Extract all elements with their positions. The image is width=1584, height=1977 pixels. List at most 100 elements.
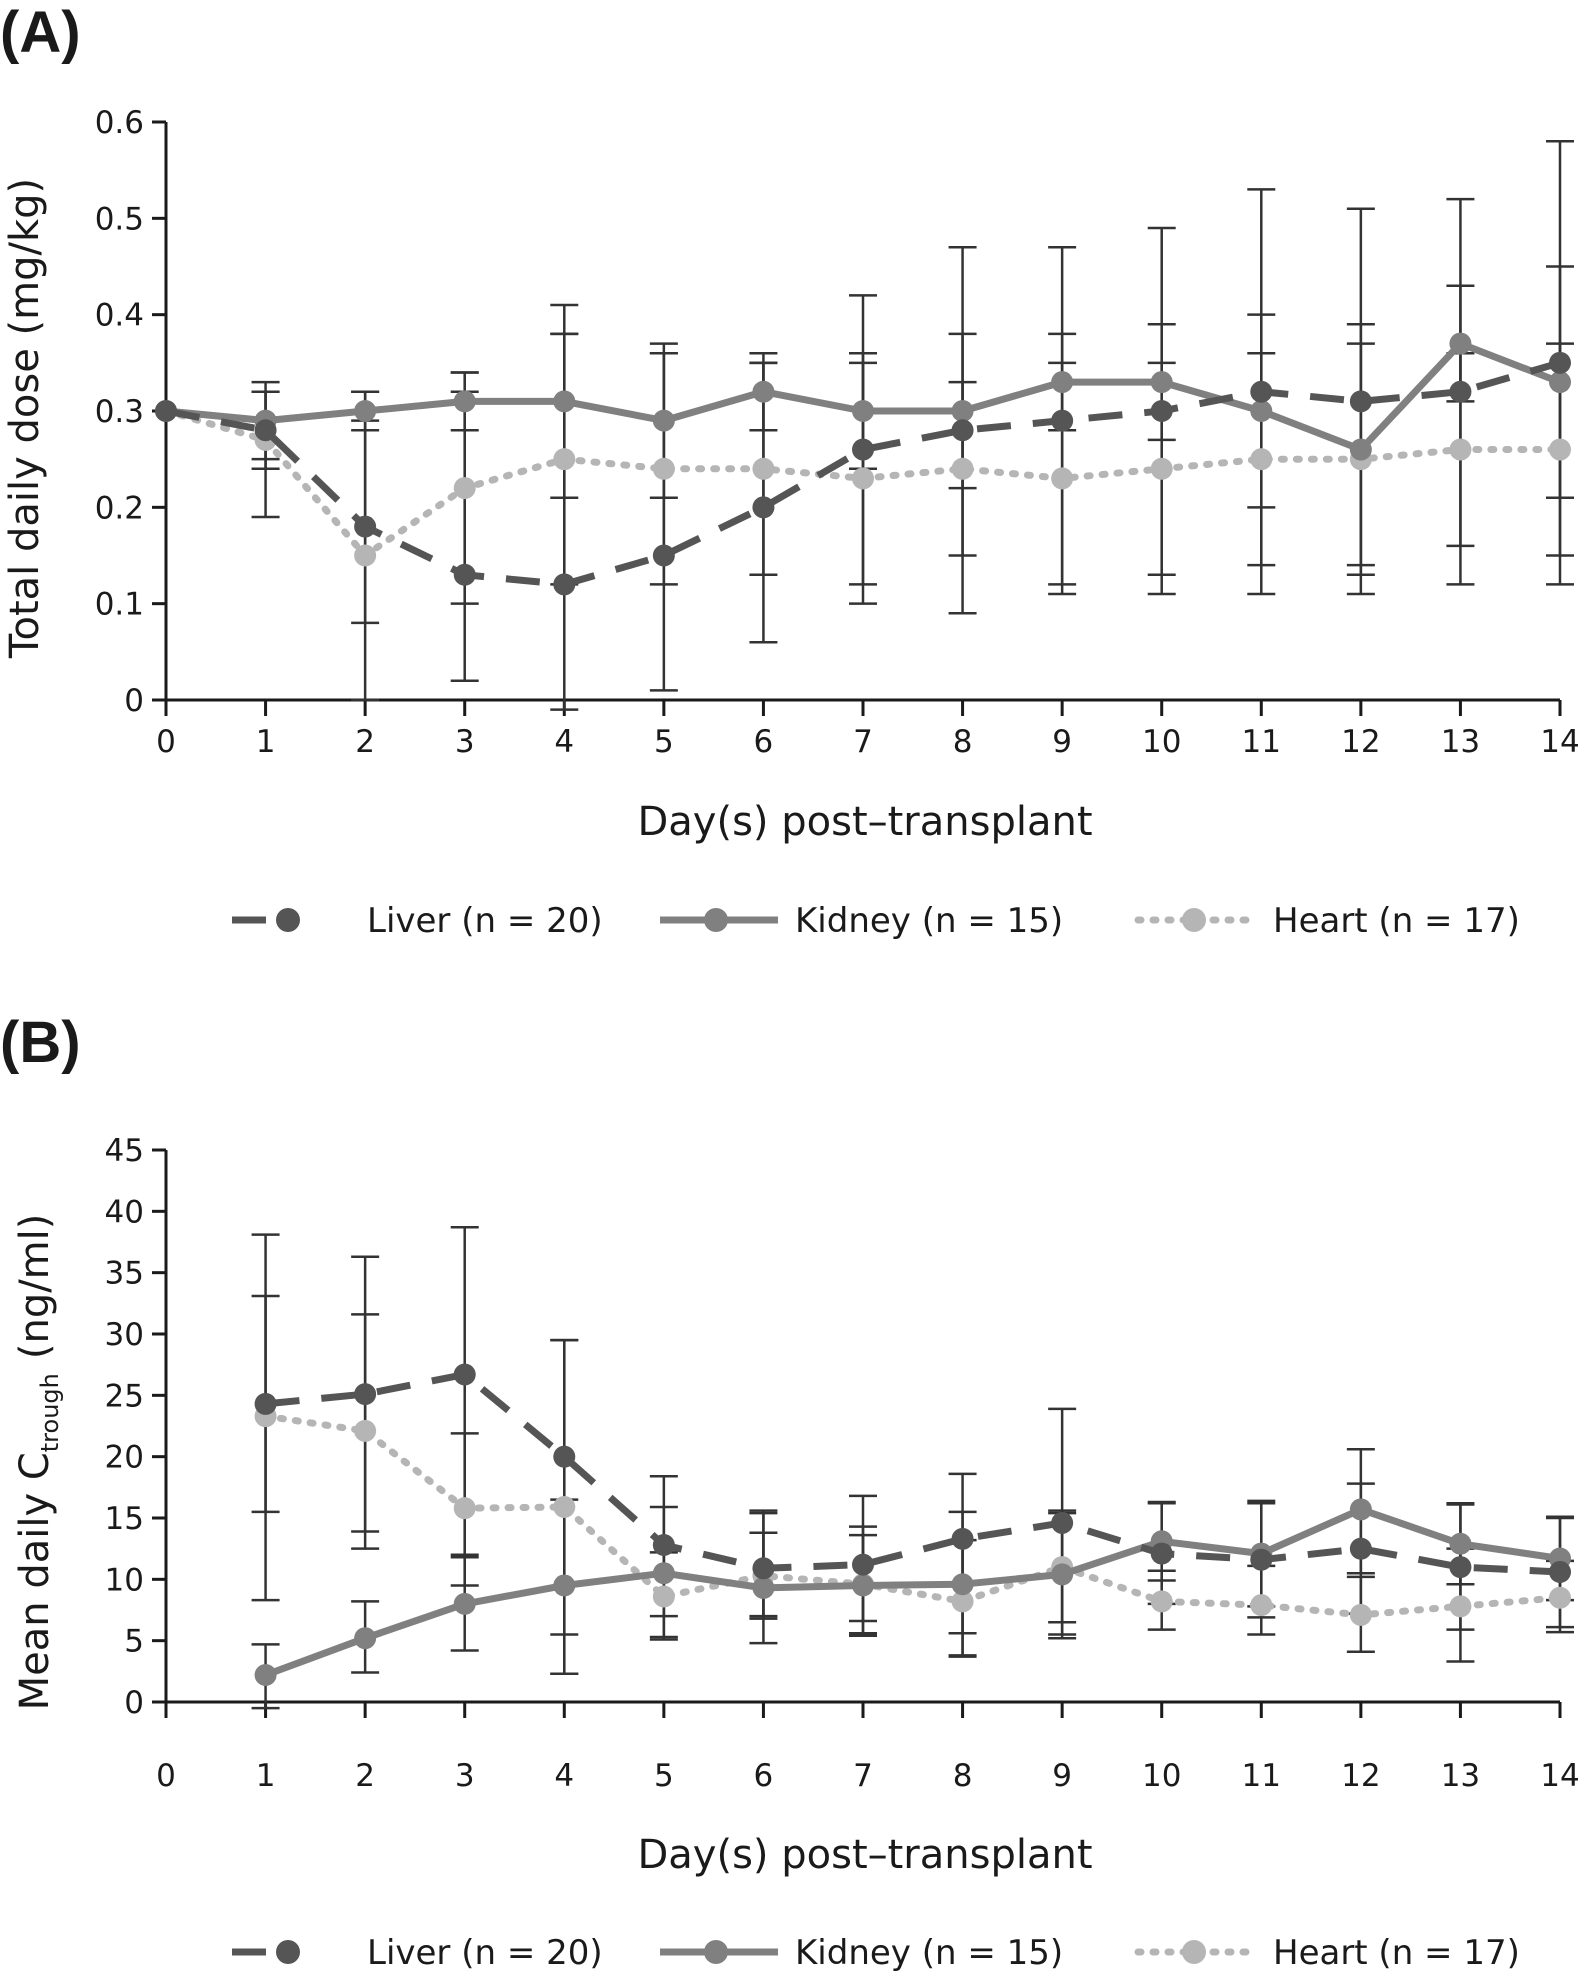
panel-a: (A) Total daily dose (mg/kg) Day(s) post… [0,0,1580,941]
data-point-solid-b [652,1562,675,1585]
data-point-dashed-a [652,544,675,567]
data-point-dotted-b [1250,1594,1273,1617]
x-tick-label-a: 11 [1242,724,1281,760]
data-point-dashed-a [1549,351,1571,374]
data-point-dashed-a [155,400,177,422]
x-axis-title-a: Day(s) post–transplant [637,799,1092,845]
data-point-dotted-b [453,1497,476,1520]
data-point-dotted-a [1051,467,1074,490]
data-point-dashed-a [553,573,576,596]
data-point-dashed-b [1051,1511,1074,1534]
legend-a: Liver (n = 20) Kidney (n = 15) Heart (n = … [232,901,1520,941]
data-point-dotted-a [652,457,675,480]
y-tick-label-a: 0.1 [95,587,144,623]
y-axis-title-a: Total daily dose (mg/kg) [2,178,48,659]
x-tick-label-b: 6 [754,1758,774,1794]
data-point-dashed-a [1250,380,1273,403]
x-tick-label-b: 3 [455,1758,475,1794]
panel-label-a: (A) [0,0,81,65]
data-point-dotted-a [553,448,576,471]
data-point-solid-b [852,1574,874,1597]
data-point-dashed-b [254,1392,277,1415]
x-tick-label-a: 0 [156,724,176,760]
data-point-solid-a [1549,371,1571,394]
plot-area-a: 00.10.20.30.40.50.60 1 2 3 4 5 6 7 8 9 10 11 12 13 14 [95,105,1580,760]
y-axis-title-b-main: Mean daily C [12,1452,58,1710]
data-point-dotted-b [951,1590,974,1613]
data-point-dashed-a [752,496,775,519]
data-point-solid-b [752,1576,775,1599]
data-point-dashed-b [453,1363,476,1386]
data-point-solid-b [1349,1498,1372,1521]
data-point-dashed-a [852,438,874,461]
legend-label-solid-a: Kidney (n = 15) [795,901,1063,941]
legend-marker-dotted-b [1182,1940,1206,1964]
panel-label-b: (B) [0,1010,81,1075]
data-point-dashed-a [1349,390,1372,413]
data-point-dashed-a [254,419,277,442]
legend-marker-solid-b [704,1940,728,1964]
data-point-dashed-b [752,1557,775,1580]
data-point-solid-a [852,400,874,422]
data-point-solid-a [1250,400,1273,422]
data-point-dotted-a [1549,438,1571,461]
data-point-dashed-b [1549,1560,1571,1583]
series-line-dashed-a [165,359,1561,588]
x-tick-label-b: 9 [1052,1758,1072,1794]
x-tick-label-a: 2 [355,724,375,760]
data-point-dashed-a [354,515,377,538]
x-tick-label-b: 7 [853,1758,873,1794]
x-tick-label-a: 14 [1540,724,1579,760]
legend-label-dashed-b: Liver (n = 20) [367,1933,603,1973]
x-axis-title-b: Day(s) post–transplant [637,1832,1092,1878]
series-line-dotted-b [262,1412,1564,1619]
x-tick-label-b: 0 [156,1758,176,1794]
data-point-solid-b [951,1573,974,1596]
x-tick-label-a: 8 [953,724,973,760]
data-point-solid-a [1051,371,1074,394]
y-tick-label-b: 15 [105,1501,144,1537]
y-tick-label-a: 0 [124,683,144,719]
x-tick-label-b: 10 [1142,1758,1181,1794]
y-tick-label-b: 20 [105,1440,144,1476]
x-tick-label-b: 5 [654,1758,674,1794]
data-point-dotted-b [1150,1590,1173,1613]
x-tick-label-b: 14 [1540,1758,1579,1794]
y-tick-label-b: 35 [105,1256,144,1292]
legend-marker-dashed-b [276,1940,300,1964]
legend-label-dashed-a: Liver (n = 20) [367,901,603,941]
y-tick-label-b: 45 [105,1133,144,1169]
y-tick-label-a: 0.5 [95,201,144,237]
data-point-dashed-b [1250,1548,1273,1571]
y-tick-label-b: 0 [124,1685,144,1721]
data-point-dashed-b [354,1383,377,1406]
data-point-dashed-b [553,1445,576,1468]
legend-label-dotted-a: Heart (n = 17) [1273,901,1520,941]
legend-label-dotted-b: Heart (n = 17) [1273,1933,1520,1973]
data-point-dashed-b [951,1527,974,1550]
data-point-dotted-a [453,477,476,500]
data-point-solid-a [1349,438,1372,461]
data-point-dashed-b [1349,1537,1372,1560]
data-point-solid-a [354,400,377,422]
x-tick-label-a: 10 [1142,724,1181,760]
y-tick-label-b: 40 [105,1194,144,1230]
y-tick-label-b: 10 [105,1562,144,1598]
data-point-solid-b [1449,1532,1472,1555]
data-point-dotted-b [553,1495,576,1518]
data-point-solid-a [553,390,576,413]
x-tick-label-a: 4 [554,724,574,760]
x-tick-label-b: 8 [953,1758,973,1794]
legend-marker-dashed-a [276,908,300,932]
data-point-solid-a [1150,371,1173,394]
data-point-dotted-b [1349,1603,1372,1626]
x-tick-label-b: 1 [256,1758,276,1794]
x-tick-label-a: 3 [455,724,475,760]
data-point-dotted-a [951,457,974,480]
y-tick-label-a: 0.2 [95,490,144,526]
data-point-dashed-a [1051,409,1074,432]
data-point-dotted-b [354,1419,377,1442]
x-tick-label-a: 13 [1441,724,1480,760]
data-point-dashed-a [453,563,476,586]
y-tick-label-a: 0.6 [95,105,144,141]
